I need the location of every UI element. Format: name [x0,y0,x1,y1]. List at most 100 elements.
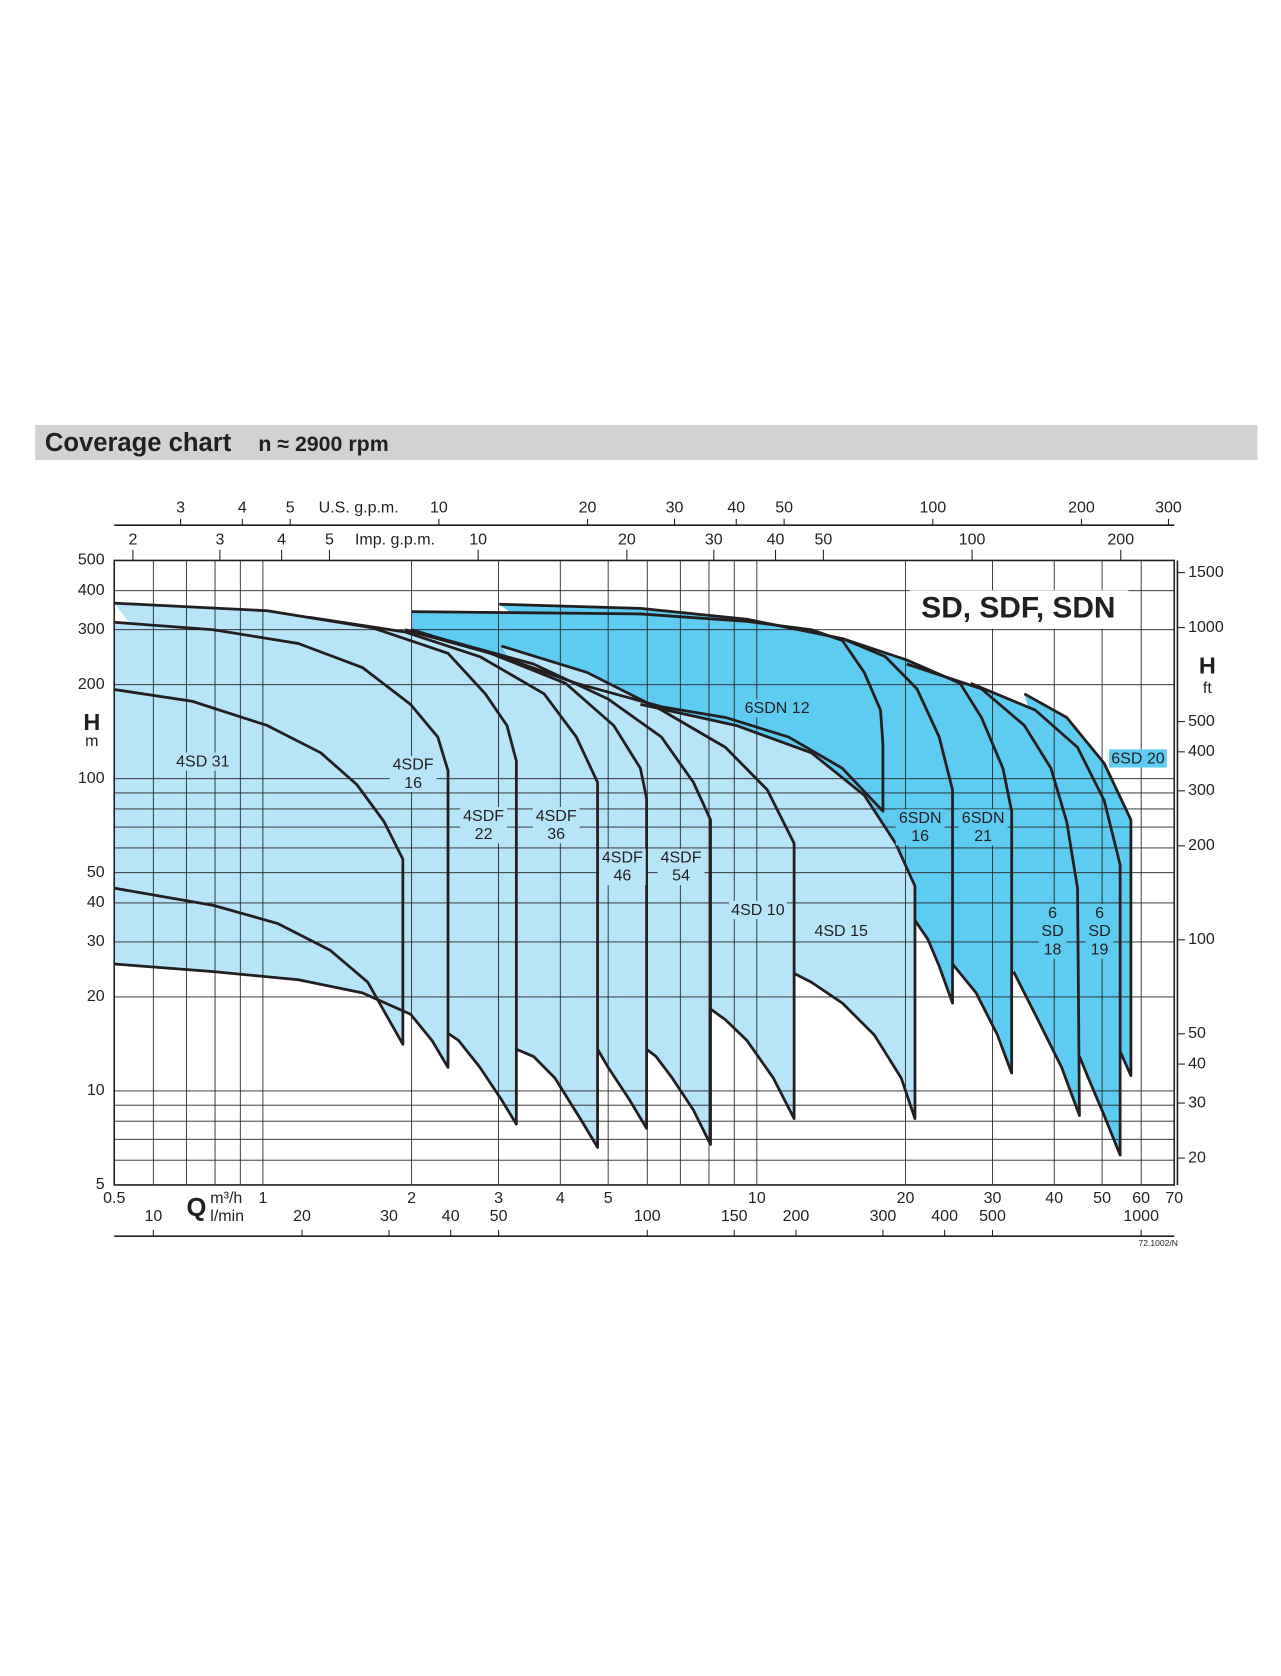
coverage-outline [970,682,1122,1157]
fills [114,603,1131,1156]
series-label-box: 4SD 15 [812,921,871,940]
series-label-wrap: 4SD 10 [715,877,800,941]
series-label-box: 4SD 31 [173,752,232,771]
x2-tick-label: 500 [979,1208,1006,1225]
series-label-wrap: 4SDF 54 [657,835,705,899]
series-label-wrap: 6 SD 19 [1085,899,1114,963]
series-label-wrap: 6SD 20 [1101,726,1176,790]
series-family-label: SD, SDF, SDN [921,591,1115,624]
y-tick-label: 5 [96,1176,105,1193]
x2-tick-label: 150 [721,1208,748,1225]
series-label: 4SDF 22 [460,807,508,844]
y2-tick-label: 1500 [1188,564,1224,581]
x2-tick-label: 1000 [1123,1208,1159,1225]
x4-unit: Imp. g.p.m. [355,531,435,548]
x2-tick-label: 10 [144,1208,162,1225]
axes: 0.5 1 2 3 4 5 10 20 30 40 50 60 70510203040501002003… [78,499,1224,1237]
series-label-wrap: 6 SD 18 [1038,899,1067,963]
coverage-outline [308,615,599,1149]
series-label: 6SDN 12 [742,698,812,717]
y2-tick-label: 400 [1188,743,1215,760]
series-label: 6 SD 19 [1085,903,1114,959]
series-label: 4SD 15 [812,921,871,940]
y-tick-label: 30 [87,933,105,950]
y-tick-label: 500 [78,552,105,569]
coverage-outline [114,620,450,1069]
coverage-outline [906,662,1081,1117]
series-label-box: 4SDF 16 [389,755,437,793]
series-label: 4SD 31 [173,752,232,771]
x2-tick-label: 50 [490,1208,508,1225]
series-label-wrap: 4SDF 46 [598,835,646,899]
series-label-box: 4SDF 22 [460,793,508,857]
x4-tick-label: 200 [1107,531,1134,548]
title-bar [35,424,1258,461]
series-label-box: 4SD 10 [715,877,800,941]
y2-tick-label: 40 [1188,1055,1206,1072]
x-tick-label: 50 [1093,1190,1111,1207]
x2-tick-label: 300 [870,1208,897,1225]
series-label-box: 6SDN 16 [895,795,945,859]
coverage-outline [1023,692,1133,1078]
x-tick-label: 2 [407,1190,416,1207]
coverage-outline [640,702,917,1121]
x-tick-label: 60 [1132,1190,1150,1207]
x-tick-label: 40 [1045,1190,1063,1207]
y-tick-label: 40 [87,894,105,911]
x3-unit: U.S. g.p.m. [319,499,399,516]
series-label-box: 6SDN 21 [958,795,1008,859]
series-label-wrap: 6SDN 16 [895,795,945,859]
x2-unit: l/min [210,1208,244,1225]
x-tick-label: 20 [897,1190,915,1207]
x3-tick-label: 50 [775,499,793,516]
series-label: 6 SD 18 [1038,903,1067,959]
x4-tick-label: 100 [959,531,986,548]
labels: 4SD 31 4SDF 16 4SDF 22 4SDF 36 4SDF 46 4SDF 5… [173,676,1176,963]
x3-tick-label: 40 [727,499,745,516]
x-unit: m³/h [210,1190,242,1207]
chart-title: Coverage chart [45,429,232,457]
x3-tick-label: 100 [919,499,946,516]
series-label-box: 6SD 20 [1101,726,1176,790]
x-axis-title: Q [186,1194,206,1222]
x2-tick-label: 400 [931,1208,958,1225]
y-unit: m [85,733,98,750]
series-label-wrap: 6SDN 21 [958,795,1008,859]
x-tick-label: 70 [1165,1190,1183,1207]
y-tick-label: 20 [87,988,105,1005]
x-tick-label: 3 [494,1190,503,1207]
series-label-box: 4SDF 46 [598,835,646,899]
x3-tick-label: 5 [286,499,295,516]
x2-tick-label: 20 [293,1208,311,1225]
coverage-outline [113,688,405,1046]
series-label-wrap: 6SDN 12 [729,676,825,740]
y-tick-label: 100 [78,770,105,787]
y-tick-label: 400 [78,582,105,599]
y2-tick-label: 1000 [1188,619,1224,636]
y2-axis-title: H [1199,652,1216,678]
y-tick-label: 300 [78,621,105,638]
x4-tick-label: 50 [814,531,832,548]
x-tick-label: 10 [748,1190,766,1207]
x2-tick-label: 30 [380,1208,398,1225]
series-label-wrap: 4SDF 22 [460,793,508,857]
y-axis-title: H [83,709,100,735]
series-label-box: 4SDF 54 [657,835,705,899]
x3-tick-label: 20 [579,499,597,516]
x4-tick-label: 10 [469,531,487,548]
x4-tick-label: 20 [618,531,636,548]
x-tick-label: 30 [984,1190,1002,1207]
x3-tick-label: 3 [176,499,185,516]
x-tick-label: 4 [556,1190,565,1207]
x3-tick-label: 4 [238,499,247,516]
x-tick-label: 1 [258,1190,267,1207]
x2-tick-label: 100 [634,1208,661,1225]
y2-tick-label: 500 [1188,713,1215,730]
y2-tick-label: 30 [1188,1094,1206,1111]
series-label-box: 6 SD 18 [1038,899,1067,963]
x3-tick-label: 300 [1155,499,1182,516]
series-label: 4SDF 16 [389,755,437,793]
series-label: 4SDF 36 [532,807,580,844]
x2-tick-label: 40 [442,1208,460,1225]
